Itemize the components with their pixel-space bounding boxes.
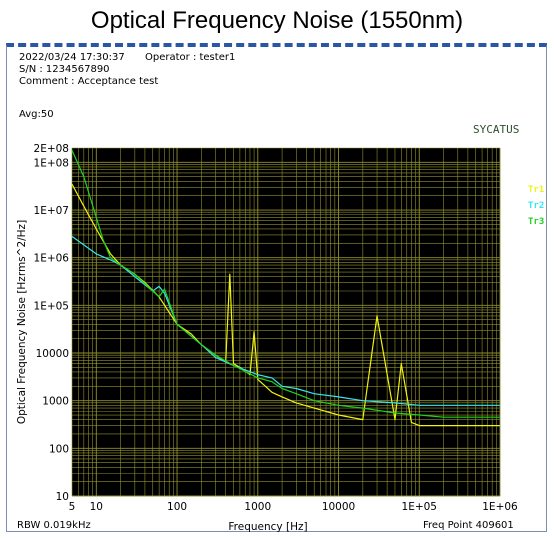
- footer-freq-point: Freq Point 409601: [423, 520, 514, 531]
- y-tick-label: 10: [56, 491, 69, 503]
- header-serial: S/N : 1234567890: [19, 64, 110, 75]
- x-tick-label: 10000: [322, 501, 355, 513]
- x-tick-label: 100: [167, 501, 187, 513]
- legend-tr1: Tr1: [528, 185, 544, 195]
- brand-logo: SYCATUS: [473, 123, 519, 136]
- y-tick-label: 1000: [42, 396, 69, 408]
- x-tick-label: 1000: [244, 501, 271, 513]
- x-axis-label: Frequency [Hz]: [228, 521, 307, 533]
- x-tick-label: 1E+05: [402, 501, 437, 513]
- y-tick-label: 1E+08: [34, 157, 69, 169]
- y-tick-label: 2E+08: [34, 143, 69, 155]
- x-tick-label: 1E+06: [482, 501, 518, 513]
- y-axis-label: Optical Frequency Noise [Hzrms^2/Hz]: [16, 220, 28, 424]
- footer-rbw: RBW 0.019kHz: [17, 520, 91, 531]
- header-comment: Comment : Acceptance test: [19, 76, 159, 87]
- plot-area: [72, 148, 500, 496]
- series-line-tr2: [71, 235, 500, 406]
- legend-tr2: Tr2: [528, 201, 544, 211]
- header-avg: Avg:50: [19, 109, 54, 120]
- y-tick-label: 1E+07: [34, 205, 69, 217]
- header-operator: Operator : tester1: [145, 52, 236, 63]
- x-tick-label: 5: [69, 501, 76, 513]
- header-datetime: 2022/03/24 17:30:37: [19, 52, 125, 63]
- y-tick-label: 1E+05: [34, 300, 69, 312]
- series-line-tr3: [71, 149, 500, 418]
- y-tick-label: 1E+06: [34, 253, 70, 265]
- x-tick-label: 10: [90, 501, 103, 513]
- legend-tr3: Tr3: [528, 217, 544, 227]
- y-tick-label: 100: [49, 443, 69, 455]
- y-tick-label: 10000: [36, 348, 69, 360]
- page-title: Optical Frequency Noise (1550nm): [90, 7, 464, 34]
